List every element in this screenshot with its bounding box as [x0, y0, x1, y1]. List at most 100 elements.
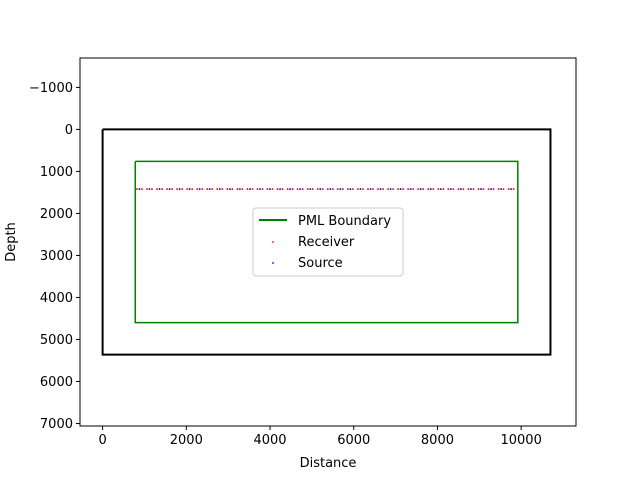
legend: PML Boundary Receiver Source: [252, 207, 404, 277]
receiver-point: [336, 188, 339, 190]
receiver-point: [352, 188, 354, 190]
receiver-point: [341, 188, 344, 190]
x-axis: 0 2000 4000 6000 8000 10000: [98, 426, 542, 448]
source-point: [158, 188, 161, 190]
source-point: [429, 188, 432, 190]
source-point: [449, 188, 452, 190]
receiver-point: [512, 188, 515, 190]
receiver-point: [306, 188, 309, 190]
receiver-point: [261, 188, 264, 190]
legend-source-label: Source: [298, 256, 343, 271]
x-tick-label: 6000: [337, 433, 370, 448]
source-point: [339, 188, 342, 190]
source-point: [218, 188, 221, 190]
receiver-point: [362, 188, 364, 190]
source-point: [349, 188, 352, 190]
y-tick-label: 7000: [40, 417, 73, 432]
legend-receiver-label: Receiver: [298, 235, 355, 250]
receiver-point: [216, 188, 219, 190]
source-point: [228, 188, 231, 190]
source-point: [459, 188, 462, 190]
source-point: [259, 188, 261, 190]
receiver-point: [467, 188, 470, 190]
receiver-point: [281, 188, 284, 190]
legend-receiver-marker: [272, 241, 274, 243]
source-point: [490, 188, 492, 190]
receiver-point: [156, 188, 158, 190]
source-point: [168, 188, 171, 190]
source-point: [399, 188, 402, 190]
y-axis: −1000 0 1000 2000 3000 4000 5000 6000 7000: [29, 81, 80, 432]
legend-source-marker: [272, 262, 274, 264]
receiver-point: [231, 188, 234, 190]
receiver-point: [482, 188, 485, 190]
receiver-point: [191, 188, 194, 190]
receiver-point: [171, 188, 173, 190]
y-tick-label: 5000: [40, 333, 73, 348]
receiver-point: [407, 188, 410, 190]
x-tick-label: 2000: [170, 433, 203, 448]
receiver-point: [492, 188, 495, 190]
source-point: [299, 188, 302, 190]
receiver-point: [176, 188, 179, 190]
receiver-point: [497, 188, 500, 190]
receiver-point: [331, 188, 334, 190]
receiver-point: [387, 188, 389, 190]
receiver-point: [367, 188, 369, 190]
receiver-point: [357, 188, 359, 190]
source-point: [309, 188, 312, 190]
receiver-point: [392, 188, 394, 190]
receiver-point: [487, 188, 490, 190]
axes-frame: [79, 57, 577, 427]
source-point: [359, 188, 362, 190]
receiver-point: [437, 188, 440, 190]
receiver-point: [286, 188, 289, 190]
legend-box: [252, 207, 404, 277]
receiver-point: [271, 188, 274, 190]
source-point: [369, 188, 372, 190]
source-point: [138, 188, 141, 190]
x-axis-label: Distance: [300, 456, 357, 471]
x-tick-label: 10000: [500, 433, 541, 448]
source-point: [480, 188, 482, 190]
receiver-point: [507, 188, 510, 190]
y-tick-label: 6000: [40, 375, 73, 390]
source-point: [148, 188, 151, 190]
source-point: [208, 188, 211, 190]
receiver-point: [146, 188, 148, 190]
model-boundary-line: [101, 128, 552, 356]
receiver-points: [136, 188, 515, 190]
y-tick-label: 0: [65, 123, 73, 138]
receiver-point: [422, 188, 425, 190]
y-axis-label: Depth: [4, 222, 19, 262]
y-tick-label: 4000: [40, 291, 73, 306]
receiver-point: [377, 188, 379, 190]
source-point: [439, 188, 442, 190]
receiver-point: [226, 188, 229, 190]
source-point: [379, 188, 382, 190]
receiver-point: [206, 188, 209, 190]
receiver-point: [136, 188, 138, 190]
source-point: [178, 188, 181, 190]
receiver-point: [301, 188, 304, 190]
source-point: [289, 188, 292, 190]
source-points: [138, 188, 513, 190]
source-point: [188, 188, 191, 190]
x-tick-label: 4000: [253, 433, 286, 448]
receiver-point: [221, 188, 224, 190]
receiver-point: [372, 188, 374, 190]
receiver-point: [316, 188, 319, 190]
receiver-point: [236, 188, 239, 190]
source-point: [389, 188, 392, 190]
source-point: [419, 188, 422, 190]
receiver-point: [326, 188, 329, 190]
x-tick-label: 8000: [421, 433, 454, 448]
receiver-point: [321, 188, 324, 190]
source-point: [238, 188, 241, 190]
receiver-point: [196, 188, 199, 190]
receiver-point: [251, 188, 254, 190]
receiver-point: [186, 188, 189, 190]
receiver-point: [276, 188, 279, 190]
pml-boundary-line: [134, 160, 519, 324]
